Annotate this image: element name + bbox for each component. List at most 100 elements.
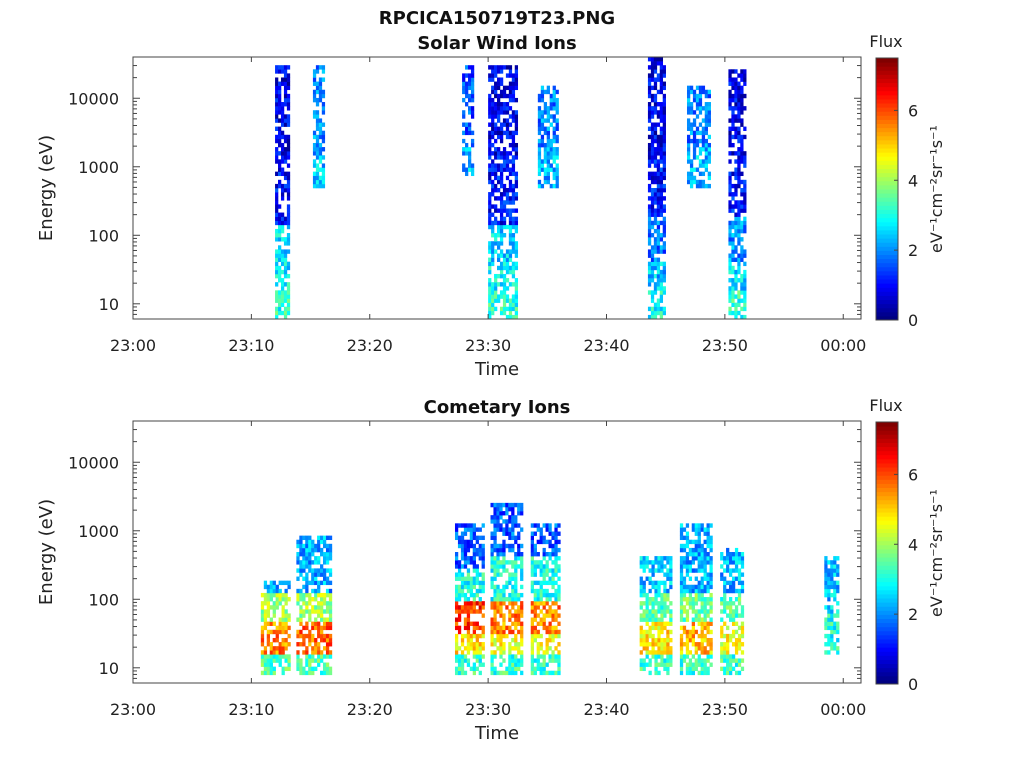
colorbar-step [876, 569, 898, 574]
heatmap-cell [543, 142, 548, 148]
heatmap-cell [497, 126, 501, 131]
colorbar-step [876, 606, 898, 611]
heatmap-cell [651, 617, 655, 622]
heatmap-cell [650, 57, 655, 62]
heatmap-cell [520, 613, 524, 618]
heatmap-cell [545, 588, 549, 594]
heatmap-cell [491, 241, 495, 246]
heatmap-cell [731, 560, 736, 565]
heatmap-cell [660, 617, 664, 622]
heatmap-cell [557, 662, 561, 667]
heatmap-cell [286, 183, 291, 189]
heatmap-cell [321, 93, 326, 99]
colorbar-step [876, 536, 898, 542]
heatmap-cell [830, 633, 834, 639]
heatmap-cell [465, 130, 469, 136]
heatmap-cell [494, 298, 498, 303]
heatmap-cell [650, 159, 655, 164]
heatmap-cell [537, 97, 542, 103]
heatmap-cell [555, 155, 559, 160]
heatmap-cell [466, 588, 471, 594]
heatmap-cell [731, 134, 735, 140]
heatmap-cell [508, 122, 513, 127]
heatmap-cell [737, 670, 742, 676]
heatmap-cell [269, 666, 273, 672]
heatmap-cell [650, 69, 655, 74]
heatmap-cell [505, 175, 510, 181]
heatmap-cell [280, 216, 285, 222]
heatmap-cell [490, 519, 494, 524]
heatmap-cell [692, 134, 697, 140]
heatmap-cell [694, 568, 698, 573]
heatmap-cell [653, 155, 658, 160]
heatmap-cell [460, 650, 465, 655]
heatmap-cell [508, 85, 513, 91]
heatmap-cell [454, 527, 459, 532]
heatmap-cell [520, 572, 524, 577]
heatmap-cell [499, 171, 504, 177]
heatmap-cell [499, 265, 504, 271]
heatmap-cell [731, 617, 736, 622]
heatmap-cell [463, 543, 468, 549]
heatmap-cell [536, 646, 540, 651]
heatmap-cell [704, 89, 709, 95]
heatmap-cell [269, 670, 273, 676]
heatmap-cell [493, 613, 497, 618]
heatmap-cell [314, 666, 318, 672]
heatmap-cell [454, 564, 459, 569]
heatmap-cell [490, 564, 494, 569]
heatmap-cell [709, 605, 713, 610]
heatmap-cell [494, 73, 498, 78]
axes: 23:00 23:10 23:20 23:30 23:40 23:50 00:0010100… [68, 56, 866, 355]
heatmap-cell [530, 625, 534, 631]
heatmap-cell [320, 609, 324, 614]
heatmap-cell [709, 584, 713, 590]
heatmap-cell [514, 576, 518, 581]
heatmap-cell [508, 106, 513, 111]
heatmap-cell [540, 159, 545, 164]
heatmap-cell [481, 642, 485, 647]
heatmap-cell [275, 588, 279, 594]
heatmap-cell [726, 547, 730, 553]
heatmap-cell [700, 568, 704, 573]
heatmap-cell [466, 621, 471, 626]
heatmap-cell [505, 65, 510, 70]
heatmap-cell [700, 564, 704, 569]
heatmap-cell [296, 568, 300, 573]
heatmap-cell [734, 637, 739, 643]
heatmap-cell [311, 650, 315, 655]
heatmap-cell [472, 556, 476, 561]
heatmap-cell [462, 85, 466, 91]
heatmap-cell [511, 592, 515, 598]
heatmap-cell [499, 233, 504, 238]
heatmap-cell [317, 662, 321, 667]
heatmap-cell [694, 584, 698, 590]
heatmap-cell [549, 122, 553, 127]
heatmap-cell [697, 580, 701, 586]
heatmap-cell [648, 601, 652, 606]
heatmap-cell [286, 138, 291, 144]
heatmap-cell [511, 265, 516, 271]
heatmap-cell [463, 547, 468, 553]
heatmap-cell [731, 633, 736, 639]
heatmap-cell [697, 556, 701, 561]
heatmap-cell [514, 633, 518, 639]
heatmap-cell [734, 306, 738, 312]
heatmap-cell [650, 220, 655, 226]
heatmap-cell [499, 122, 504, 127]
heatmap-cell [322, 601, 327, 606]
heatmap-cell [499, 502, 503, 508]
heatmap-cell [511, 249, 516, 254]
heatmap-cell [546, 126, 550, 131]
heatmap-cell [499, 637, 503, 643]
heatmap-cell [321, 122, 326, 127]
heatmap-cell [505, 118, 510, 123]
heatmap-cell [314, 642, 318, 647]
heatmap-cell [491, 220, 495, 226]
heatmap-cell [737, 126, 741, 131]
heatmap-cell [314, 637, 318, 643]
colorbar-step [876, 647, 898, 652]
heatmap-cell [490, 502, 494, 508]
heatmap-cell [549, 163, 553, 168]
heatmap-cell [731, 302, 735, 308]
